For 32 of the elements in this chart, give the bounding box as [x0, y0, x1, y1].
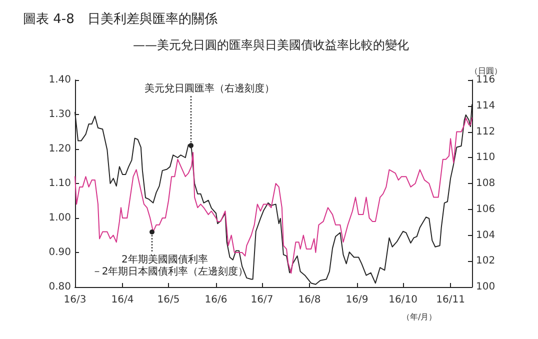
x-tick-label: 16/5: [157, 294, 180, 306]
y-tick-label: 1.00: [48, 212, 71, 224]
y2-tick-label: 112: [476, 126, 496, 138]
y-tick-label: 1.10: [48, 178, 71, 189]
y2-tick-label: 110: [476, 152, 496, 164]
x-tick-label: 16/11: [436, 294, 465, 306]
annotation: －2年期日本國債利率（左邊刻度）: [92, 266, 248, 278]
y-tick-label: 0.80: [48, 282, 71, 292]
y2-tick-label: 114: [476, 100, 496, 112]
y2-tick-label: 108: [476, 178, 496, 189]
chart-title: 圖表 4-8 日美利差與匯率的關係: [23, 11, 218, 27]
annotation: 2年期美國國債利率: [121, 253, 208, 266]
y2-tick-label: 100: [476, 282, 496, 292]
y2-tick-label: 102: [476, 256, 496, 267]
y-tick-label: 0.90: [48, 247, 71, 258]
y2-axis-title: （日圓）: [470, 66, 502, 76]
y-tick-label: 1.30: [48, 109, 71, 120]
annotation: 美元兌日圓匯率（右邊刻度）: [144, 82, 274, 94]
y2-tick-label: 106: [476, 204, 496, 215]
x-axis-title: （年/月）: [402, 312, 437, 322]
chart-subtitle: ——美元兌日圓的匯率與日美國債收益率比較的變化: [133, 38, 409, 52]
x-tick-label: 16/9: [346, 294, 368, 306]
y-tick-label: 1.20: [48, 144, 71, 154]
x-tick-label: 16/7: [250, 294, 274, 306]
x-tick-label: 16/8: [298, 294, 321, 306]
y2-tick-label: 116: [476, 74, 496, 86]
x-tick-label: 16/10: [388, 294, 418, 306]
y-tick-label: 1.40: [48, 74, 71, 86]
y2-tick-label: 104: [476, 230, 496, 241]
x-tick-label: 16/6: [204, 294, 228, 306]
x-tick-label: 16/3: [64, 294, 86, 306]
x-tick-label: 16/4: [111, 294, 134, 306]
